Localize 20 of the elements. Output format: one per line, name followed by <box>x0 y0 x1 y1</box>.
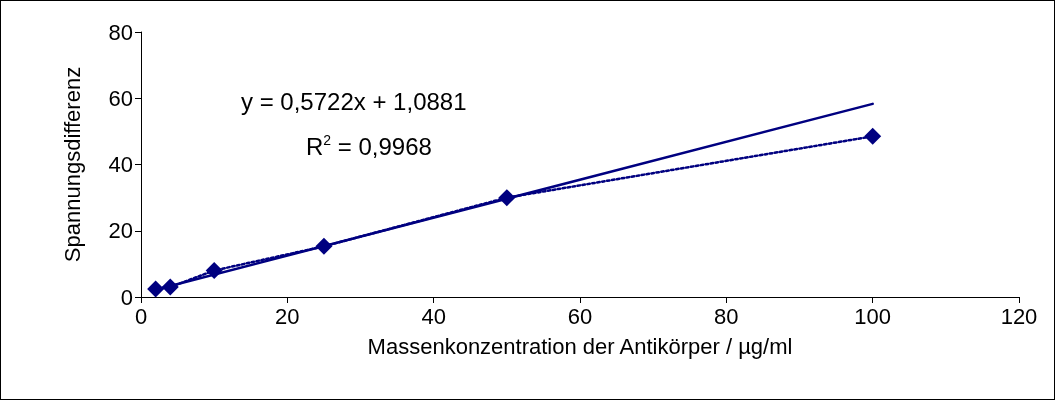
x-tick-label: 40 <box>421 303 446 329</box>
point <box>205 262 223 279</box>
annotation: y = 0,5722x + 1,0881 <box>241 87 467 115</box>
point <box>161 278 179 296</box>
x-tick-label: 80 <box>714 303 739 329</box>
y-axis-title: Spannungsdifferenz <box>59 66 85 263</box>
x-tick-label: 120 <box>1000 303 1038 329</box>
x-tick-label: 60 <box>567 303 593 329</box>
y-tick-label: 60 <box>108 85 133 111</box>
y-tick-label: 80 <box>108 19 133 45</box>
point <box>315 237 333 255</box>
x-tick-label: 20 <box>275 303 300 329</box>
y-tick-label: 0 <box>120 284 133 310</box>
x-tick-label: 100 <box>854 303 892 329</box>
y-tick-label: 20 <box>108 218 133 244</box>
point <box>147 280 165 298</box>
y-tick-label: 40 <box>108 152 133 177</box>
point <box>864 127 882 145</box>
point <box>498 189 516 207</box>
x-axis-title: Massenkonzentration der Antikörper / µg/ml <box>367 333 793 359</box>
